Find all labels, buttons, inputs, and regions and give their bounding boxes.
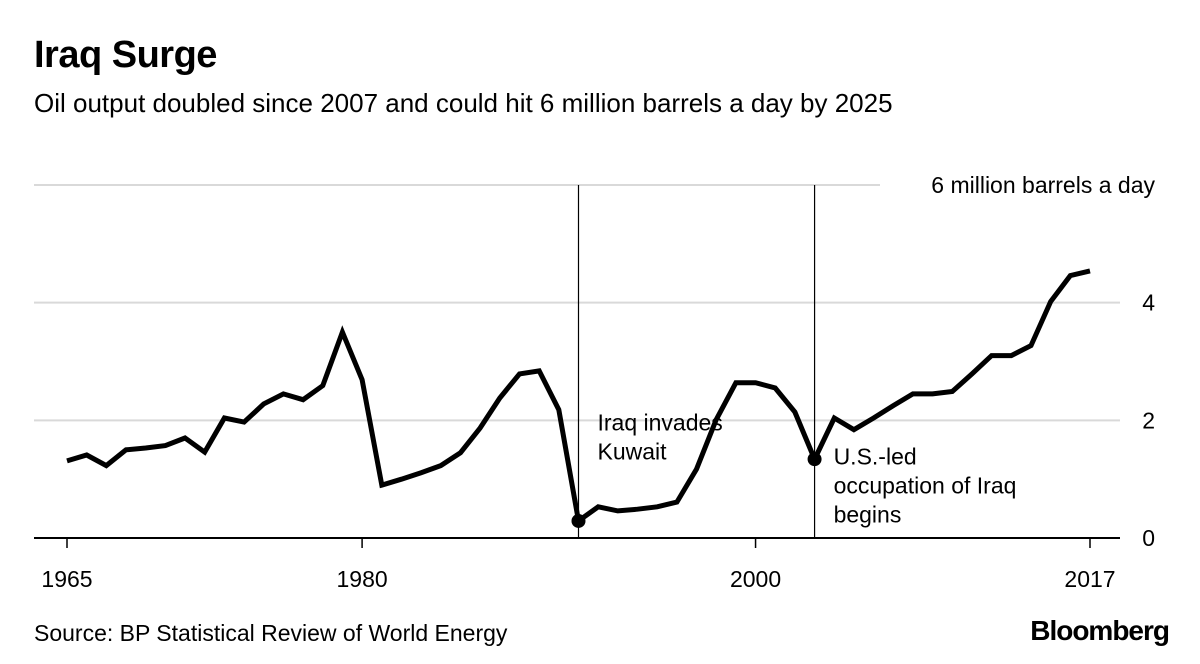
chart-title: Iraq Surge: [34, 34, 217, 76]
annotation-text: occupation of Iraq: [834, 472, 1017, 498]
annotation-text: begins: [834, 501, 902, 527]
y-tick-label: 0: [1142, 525, 1155, 551]
gridlines: [34, 184, 1120, 422]
y-axis: 0 2 4 6 million barrels a day: [931, 172, 1155, 551]
y-tick-label: 2: [1142, 407, 1155, 433]
annotation-text: Iraq invades: [598, 409, 723, 435]
x-axis: 1965 1980 2000 2017: [34, 537, 1120, 592]
x-tick-label: 2000: [730, 566, 781, 592]
annotation-marker: [807, 452, 822, 467]
annotations: Iraq invades Kuwait U.S.-led occupation of …: [577, 185, 1017, 538]
annotation-text: U.S.-led: [834, 443, 917, 469]
x-tick-label: 2017: [1064, 566, 1115, 592]
annotation-text: Kuwait: [598, 438, 668, 464]
y-tick-label: 6 million barrels a day: [931, 172, 1155, 198]
y-tick-label: 4: [1142, 290, 1155, 316]
bloomberg-logo: Bloomberg: [1030, 615, 1170, 646]
x-tick-label: 1965: [41, 566, 92, 592]
series: [66, 268, 1091, 528]
x-tick-label: 1980: [337, 566, 388, 592]
chart-subtitle: Oil output doubled since 2007 and could …: [34, 88, 893, 118]
source-note: Source: BP Statistical Review of World E…: [34, 620, 508, 646]
annotation-marker: [571, 513, 586, 528]
